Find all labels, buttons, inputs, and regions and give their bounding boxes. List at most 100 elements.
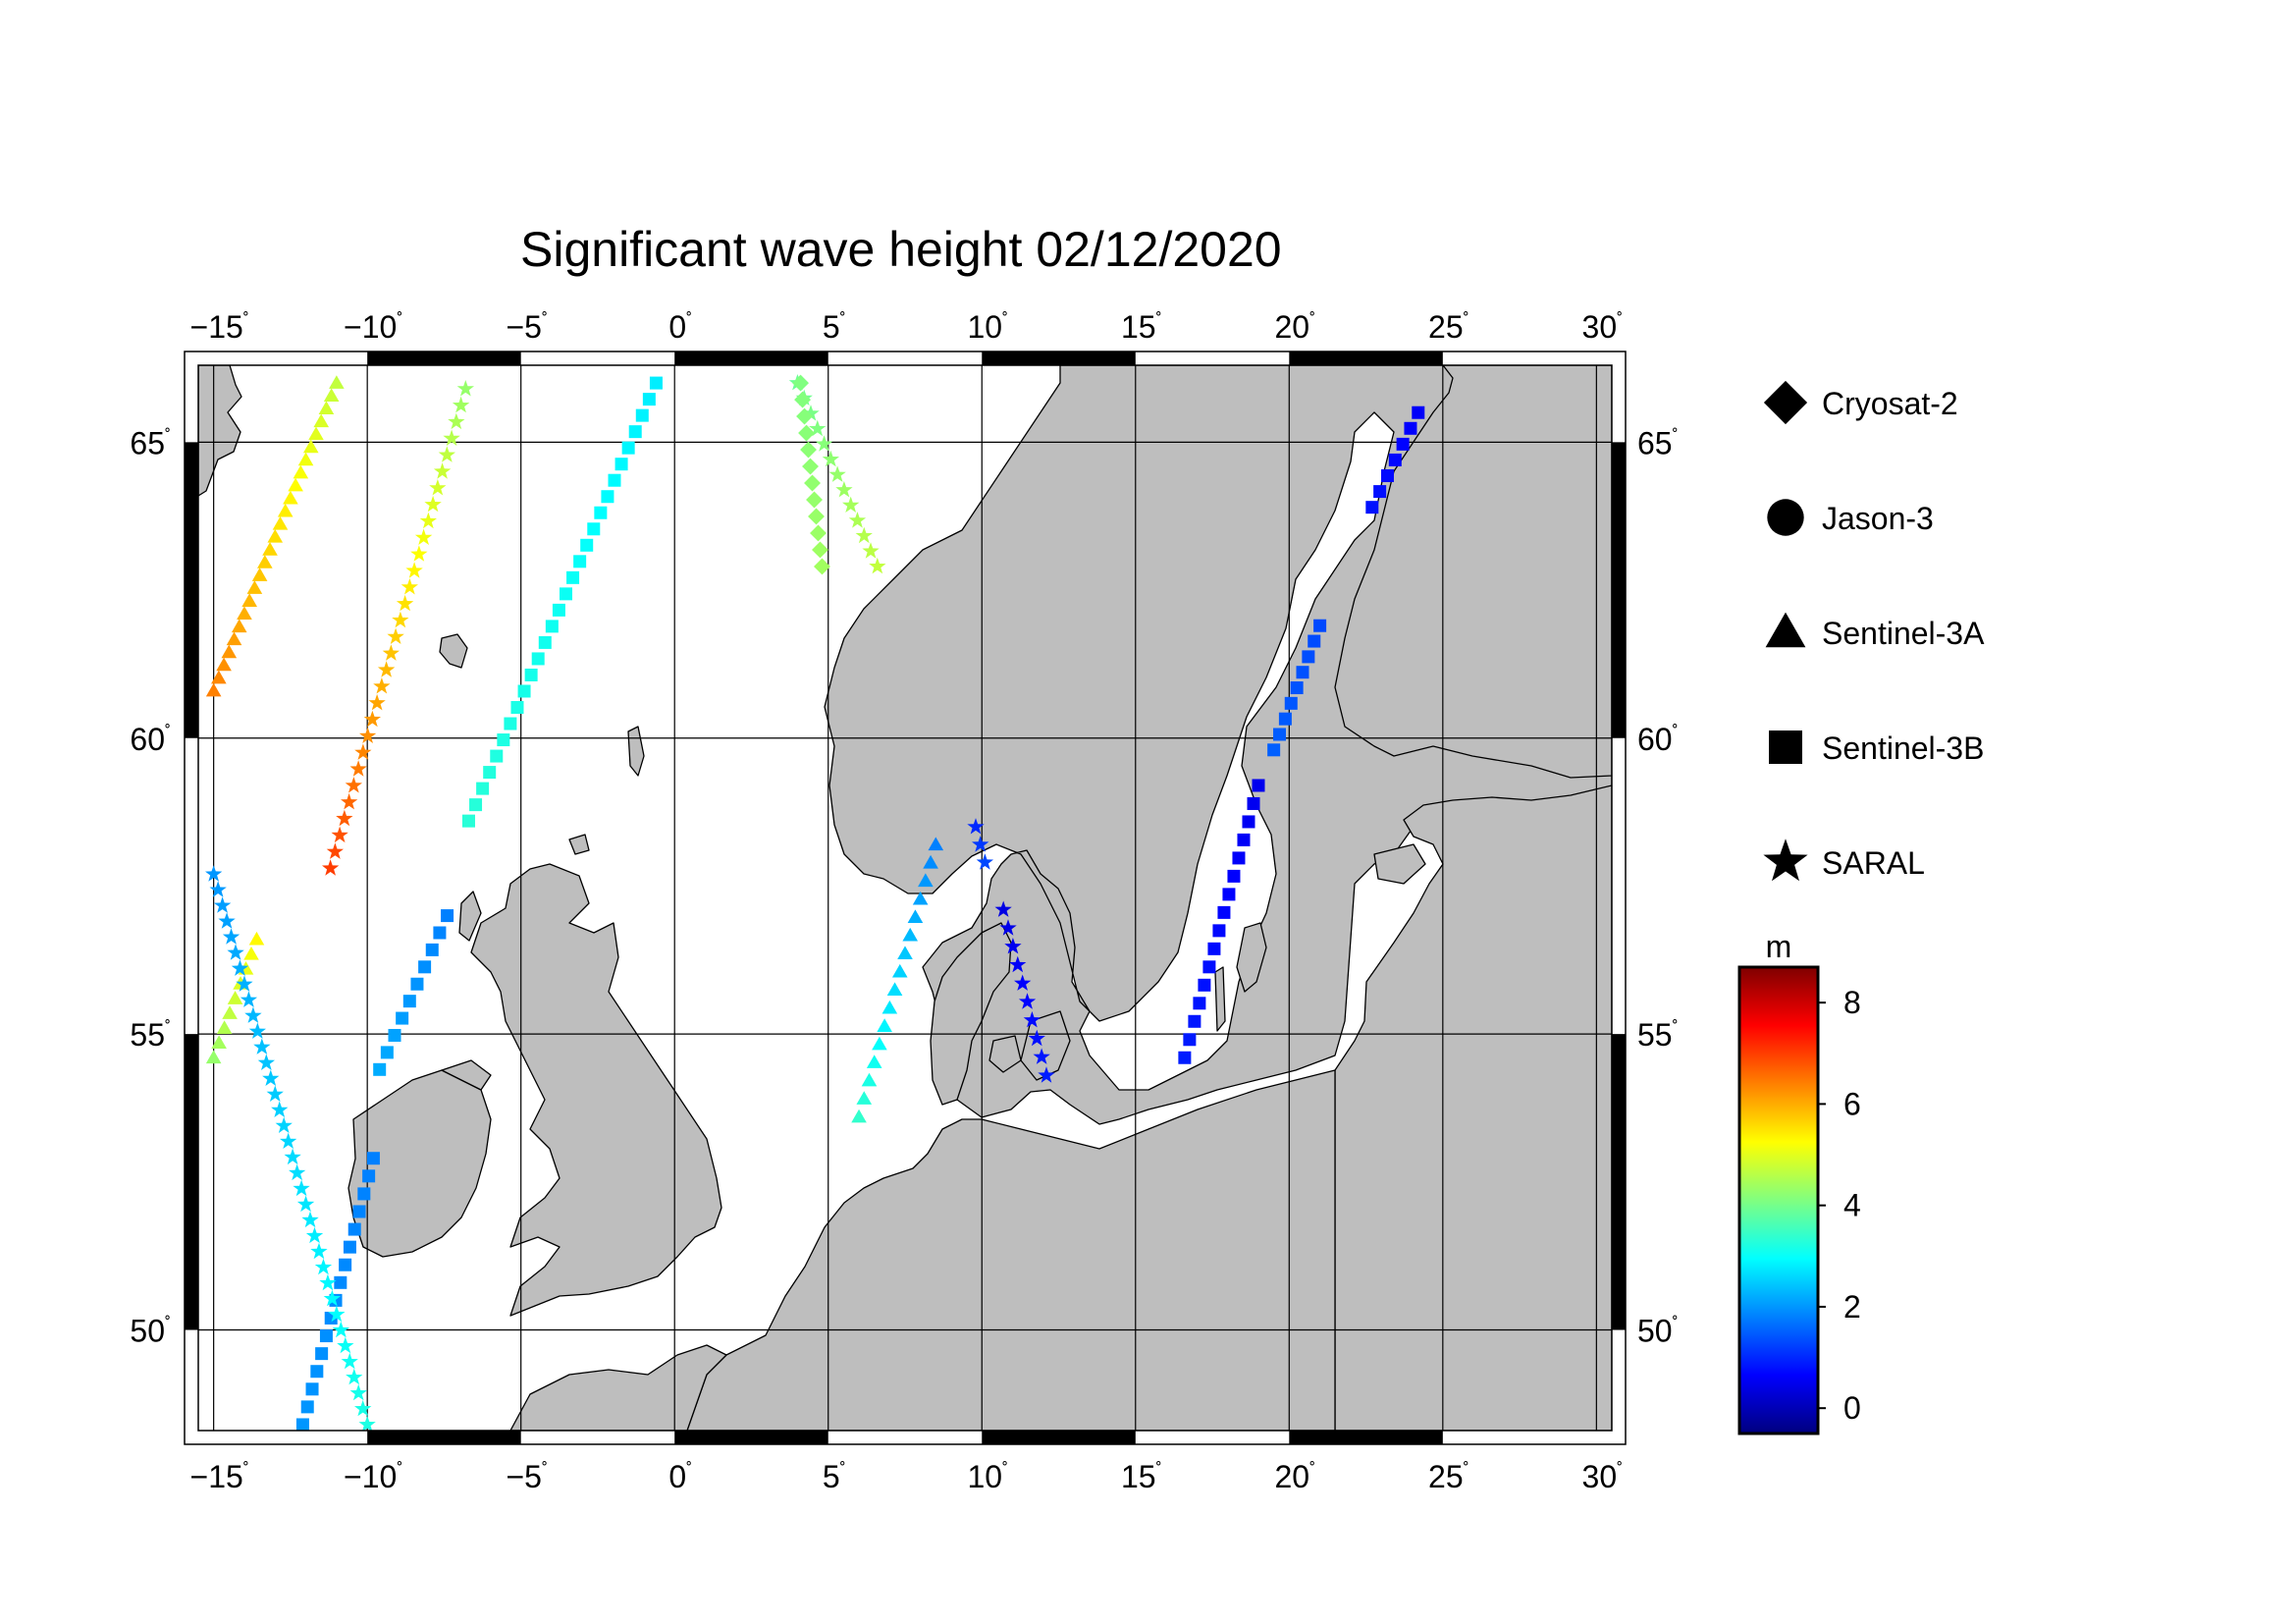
- star-marker: [336, 809, 353, 827]
- lon-tick-label-bottom: −10˚: [344, 1459, 402, 1494]
- star-marker: [359, 727, 377, 743]
- square-marker: [339, 1258, 352, 1271]
- star-marker: [253, 1038, 271, 1055]
- star-marker: [248, 1022, 266, 1039]
- square-marker: [594, 506, 608, 519]
- land-northern-ireland: [441, 1059, 492, 1091]
- star-marker: [323, 1289, 342, 1307]
- star-marker: [438, 446, 455, 462]
- frame-bar-right: [1612, 1034, 1626, 1330]
- square-marker: [461, 814, 475, 828]
- frame-bar-top: [367, 352, 521, 365]
- square-marker: [418, 960, 432, 974]
- star-marker: [809, 419, 827, 437]
- triangle-marker: [277, 503, 294, 517]
- legend-label: Sentinel-3A: [1822, 616, 1985, 651]
- star-marker: [414, 528, 433, 545]
- colorbar-tick-label: 4: [1843, 1188, 1861, 1223]
- triangle-marker: [246, 580, 263, 594]
- lon-tick-label-top: −15˚: [190, 309, 249, 345]
- land-funen: [988, 1035, 1022, 1073]
- lat-tick-label-right: 50˚: [1637, 1314, 1679, 1349]
- star-marker: [1038, 1066, 1055, 1083]
- satellite-tracks: [205, 374, 1425, 1431]
- star-marker: [205, 865, 223, 882]
- frame-bar-top: [1289, 352, 1443, 365]
- triangle-marker: [329, 375, 345, 389]
- star-marker: [424, 495, 442, 513]
- lon-tick-label-top: 10˚: [967, 309, 1008, 345]
- lon-tick-label-top: −10˚: [344, 309, 402, 345]
- square-marker: [1222, 888, 1236, 901]
- legend-label: Sentinel-3B: [1822, 730, 1984, 766]
- star-marker: [429, 479, 447, 496]
- star-marker: [1004, 938, 1022, 954]
- star-marker: [236, 975, 253, 992]
- land-orkney: [568, 834, 590, 855]
- triangle-marker: [241, 593, 257, 607]
- triangle-marker: [856, 1091, 873, 1105]
- square-marker: [1217, 905, 1231, 919]
- triangle-marker: [297, 452, 314, 466]
- square-marker: [1202, 960, 1216, 974]
- land-great-britain: [470, 863, 722, 1317]
- legend-triangle-icon: [1765, 612, 1806, 648]
- map-frame: [184, 351, 1627, 1445]
- triangle-marker: [243, 946, 259, 960]
- square-marker: [425, 943, 439, 956]
- square-marker: [1273, 728, 1287, 741]
- square-marker: [635, 408, 649, 422]
- colorbar: m 8 6 4 2 0: [1737, 929, 1861, 1435]
- triangle-marker: [313, 413, 330, 428]
- tick-labels: −15˚ −15˚ −10˚ −10˚ −5˚ −5˚ 0˚ 0˚ 5˚ 5˚ 10˚ 10˚ 15˚ 1…: [130, 309, 1678, 1494]
- star-marker: [310, 1242, 328, 1260]
- land-france: [509, 1344, 727, 1431]
- square-marker: [552, 603, 565, 617]
- lon-tick-label-bottom: 10˚: [967, 1459, 1008, 1494]
- square-marker: [1373, 485, 1387, 499]
- lon-tick-label-bottom: 25˚: [1428, 1459, 1469, 1494]
- square-marker: [566, 570, 580, 584]
- square-marker: [310, 1365, 324, 1379]
- triangle-marker: [251, 568, 268, 581]
- triangle-marker: [881, 1000, 898, 1014]
- square-marker: [538, 635, 552, 649]
- diamond-marker: [804, 474, 821, 492]
- square-marker: [642, 393, 656, 406]
- square-marker: [1207, 942, 1221, 955]
- star-marker: [319, 1273, 337, 1291]
- square-marker: [1183, 1033, 1197, 1047]
- star-marker: [373, 677, 391, 694]
- star-marker: [828, 465, 846, 482]
- star-marker: [326, 842, 344, 859]
- square-marker: [1290, 681, 1304, 695]
- star-marker: [999, 919, 1017, 936]
- frame-bar-top: [674, 352, 828, 365]
- square-marker: [1237, 833, 1251, 846]
- lon-tick-label-bottom: 15˚: [1121, 1459, 1162, 1494]
- lat-tick-label-left: 50˚: [130, 1314, 171, 1349]
- square-marker: [1267, 743, 1281, 757]
- star-marker: [976, 853, 993, 870]
- lon-tick-label-top: 25˚: [1428, 309, 1469, 345]
- star-marker: [331, 826, 348, 843]
- star-marker: [354, 1399, 372, 1417]
- land-ireland: [347, 1069, 492, 1258]
- colorbar-tick-label: 2: [1843, 1289, 1861, 1325]
- diamond-marker: [814, 558, 830, 575]
- triangle-marker: [216, 657, 232, 672]
- land-gotland: [1236, 922, 1267, 993]
- triangle-marker: [308, 426, 324, 441]
- star-marker: [1023, 1011, 1041, 1028]
- frame-bar-left: [185, 442, 198, 738]
- square-marker: [573, 555, 587, 568]
- triangle-marker: [886, 982, 903, 996]
- star-marker: [869, 557, 886, 574]
- star-marker: [862, 542, 880, 559]
- square-marker: [490, 749, 504, 763]
- diamond-marker: [794, 391, 812, 408]
- square-marker: [1193, 997, 1206, 1010]
- lon-tick-label-bottom: −5˚: [506, 1459, 547, 1494]
- frame-bar-top: [982, 352, 1136, 365]
